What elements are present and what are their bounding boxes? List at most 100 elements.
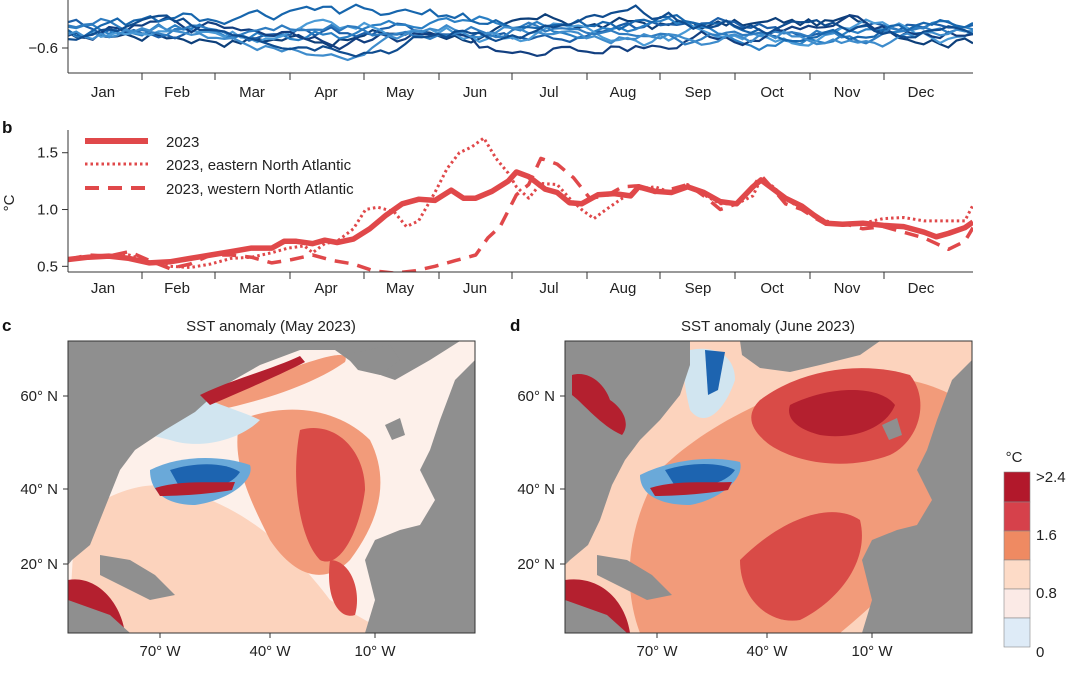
- panel-d: d SST anomaly (June 2023) 60° N 40° N 20° …: [510, 316, 973, 660]
- colorbar-tick-3: 0: [1036, 644, 1044, 661]
- map-may-land-greenland: [345, 345, 400, 375]
- panel-b-y-label: °C: [1, 194, 18, 211]
- legend-label-2023: 2023: [166, 134, 199, 151]
- panel-a-x-tick-label: May: [386, 84, 415, 101]
- panel-b-series: [68, 136, 973, 272]
- colorbar-tick-2: 0.8: [1036, 585, 1057, 602]
- colorbar-cells: [1003, 471, 1031, 648]
- legend-label-eastern: 2023, eastern North Atlantic: [166, 157, 352, 174]
- colorbar-unit: °C: [1006, 449, 1023, 466]
- map-may-warm-core: [296, 428, 365, 562]
- panel-b: b °C 0.5 1.0 1.5 Jan Feb Mar Apr May Jun Jul Aug S…: [1, 118, 973, 297]
- map-lon-label: 10° W: [851, 643, 893, 660]
- panel-b-x-tick-label: Sep: [685, 280, 712, 297]
- panel-a-x-tick-label: Jul: [539, 84, 558, 101]
- panel-b-label: b: [2, 118, 12, 137]
- map-lat-label: 60° N: [517, 388, 555, 405]
- map-lat-label: 20° N: [517, 556, 555, 573]
- panel-b-x-tick-label: Dec: [908, 280, 935, 297]
- panel-a-y-tick-label: −0.6: [28, 40, 58, 57]
- panel-b-legend: 2023 2023, eastern North Atlantic 2023, …: [85, 134, 354, 198]
- colorbar-cell: [1003, 530, 1031, 561]
- panel-a-x-tick-label: Jun: [463, 84, 487, 101]
- panel-b-x-ticks: Jan Feb Mar Apr May Jun Jul Aug Sep Oct Nov Dec: [91, 272, 935, 297]
- panel-b-y-tick-label: 0.5: [37, 258, 58, 275]
- panel-a-y-ticks: −0.6: [28, 40, 68, 57]
- panel-a-x-tick-label: Aug: [610, 84, 637, 101]
- map-june-land-caribbean: [597, 555, 672, 600]
- map-may-lon-labels: 70° W 40° W 10° W: [139, 633, 396, 660]
- map-june-warm-south: [740, 512, 862, 621]
- panel-d-label: d: [510, 316, 520, 335]
- colorbar-tick-1: 1.6: [1036, 527, 1057, 544]
- map-june-land-greenland: [740, 341, 880, 372]
- map-may-land-caribbean: [100, 555, 175, 600]
- map-lat-label: 20° N: [20, 556, 58, 573]
- panel-b-x-tick-label: Mar: [239, 280, 265, 297]
- panel-a-x-tick-label: Jan: [91, 84, 115, 101]
- map-june-land-south-america: [565, 600, 627, 633]
- map-may-land-north-america: [68, 341, 460, 565]
- panel-a-series-line: [68, 4, 973, 58]
- map-june-lon-labels: 70° W 40° W 10° W: [636, 633, 893, 660]
- panel-a-x-tick-label: Oct: [760, 84, 784, 101]
- panel-a-x-tick-label: Dec: [908, 84, 935, 101]
- panel-a: −0.6 Jan Feb Mar Apr May Jun Jul Aug Sep Oct Nov De…: [28, 0, 973, 101]
- map-lat-label: 40° N: [517, 481, 555, 498]
- panel-a-series-line: [68, 24, 973, 62]
- colorbar-cell: [1003, 559, 1031, 590]
- map-may-land-uk: [385, 418, 405, 440]
- panel-b-x-tick-label: Jan: [91, 280, 115, 297]
- map-june-land-europe-africa: [862, 341, 972, 633]
- map-june-warm-streak: [650, 482, 732, 496]
- panel-a-x-tick-label: Mar: [239, 84, 265, 101]
- panel-a-series-line: [68, 18, 973, 47]
- map-may-warm-north: [199, 354, 346, 409]
- panel-b-x-tick-label: Nov: [834, 280, 861, 297]
- legend-label-western: 2023, western North Atlantic: [166, 181, 354, 198]
- map-lat-label: 60° N: [20, 388, 58, 405]
- panel-b-x-tick-label: Jul: [539, 280, 558, 297]
- panel-a-x-tick-label: Nov: [834, 84, 861, 101]
- panel-b-x-tick-label: Oct: [760, 280, 784, 297]
- map-lon-label: 40° W: [746, 643, 788, 660]
- map-june-frame: [564, 340, 973, 634]
- map-june-lat-labels: 60° N 40° N 20° N: [517, 388, 565, 573]
- colorbar-cell: [1003, 588, 1031, 619]
- panel-a-x-tick-label: Apr: [314, 84, 337, 101]
- panel-a-series-line: [68, 13, 973, 49]
- panel-a-x-tick-label: Feb: [164, 84, 190, 101]
- map-june-warm-north-core: [789, 390, 895, 437]
- panel-b-series-dotted: [68, 136, 973, 269]
- panel-a-series-line: [68, 3, 973, 43]
- panel-b-y-tick-label: 1.5: [37, 145, 58, 162]
- map-lon-label: 70° W: [636, 643, 678, 660]
- map-may-land-south-america: [68, 600, 130, 633]
- map-may-warm-streak: [155, 482, 235, 496]
- map-lat-label: 40° N: [20, 481, 58, 498]
- panel-b-x-tick-label: Jun: [463, 280, 487, 297]
- panel-a-x-tick-label: Sep: [685, 84, 712, 101]
- map-june-warm-hudson: [572, 374, 626, 435]
- map-lon-label: 10° W: [354, 643, 396, 660]
- panel-a-series: [68, 3, 973, 62]
- colorbar: °C >2.4 1.6 0.8 0: [1003, 449, 1066, 661]
- map-june-cold-labrador-core: [705, 350, 725, 395]
- panel-b-x-tick-label: Apr: [314, 280, 337, 297]
- map-june: [565, 341, 972, 633]
- colorbar-cell: [1003, 501, 1031, 532]
- map-may-frame: [67, 340, 476, 634]
- colorbar-cell: [1003, 617, 1031, 648]
- panel-d-title: SST anomaly (June 2023): [681, 318, 855, 335]
- panel-b-x-tick-label: May: [386, 280, 415, 297]
- colorbar-tick-0: >2.4: [1036, 469, 1066, 486]
- panel-b-y-ticks: 0.5 1.0 1.5: [37, 145, 68, 275]
- map-june-cold-core: [665, 464, 735, 488]
- panel-c: c SST anomaly (May 2023) 60° N: [2, 316, 476, 660]
- map-may-coastal-warm: [200, 356, 305, 405]
- colorbar-cell: [1003, 471, 1031, 503]
- panel-c-label: c: [2, 316, 11, 335]
- map-may-lat-labels: 60° N 40° N 20° N: [20, 388, 68, 573]
- panel-b-y-tick-label: 1.0: [37, 202, 58, 219]
